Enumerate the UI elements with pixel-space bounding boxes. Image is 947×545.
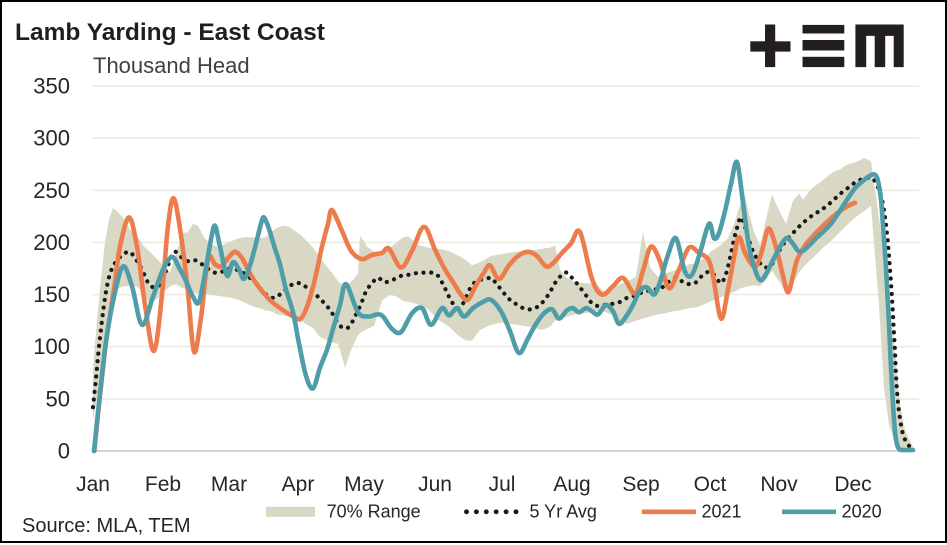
svg-text:5 Yr Avg: 5 Yr Avg [530,502,597,522]
svg-text:Sep: Sep [622,473,659,496]
svg-text:70% Range: 70% Range [327,502,421,522]
svg-text:300: 300 [33,126,70,151]
svg-text:100: 100 [33,334,70,359]
svg-text:Dec: Dec [834,473,871,496]
svg-text:Jun: Jun [418,473,452,496]
svg-text:Oct: Oct [694,473,727,496]
svg-text:0: 0 [58,439,70,464]
svg-text:Nov: Nov [760,473,798,496]
svg-text:350: 350 [33,74,70,99]
svg-text:Apr: Apr [282,473,315,496]
svg-text:250: 250 [33,178,70,203]
svg-text:Jan: Jan [76,473,110,496]
svg-text:Jul: Jul [489,473,516,496]
svg-text:Mar: Mar [211,473,247,496]
svg-text:2020: 2020 [842,502,882,522]
svg-text:May: May [344,473,384,496]
svg-text:150: 150 [33,282,70,307]
svg-text:Aug: Aug [553,473,590,496]
svg-text:50: 50 [46,386,70,411]
svg-text:200: 200 [33,230,70,255]
svg-text:2021: 2021 [702,502,742,522]
svg-text:Feb: Feb [145,473,181,496]
